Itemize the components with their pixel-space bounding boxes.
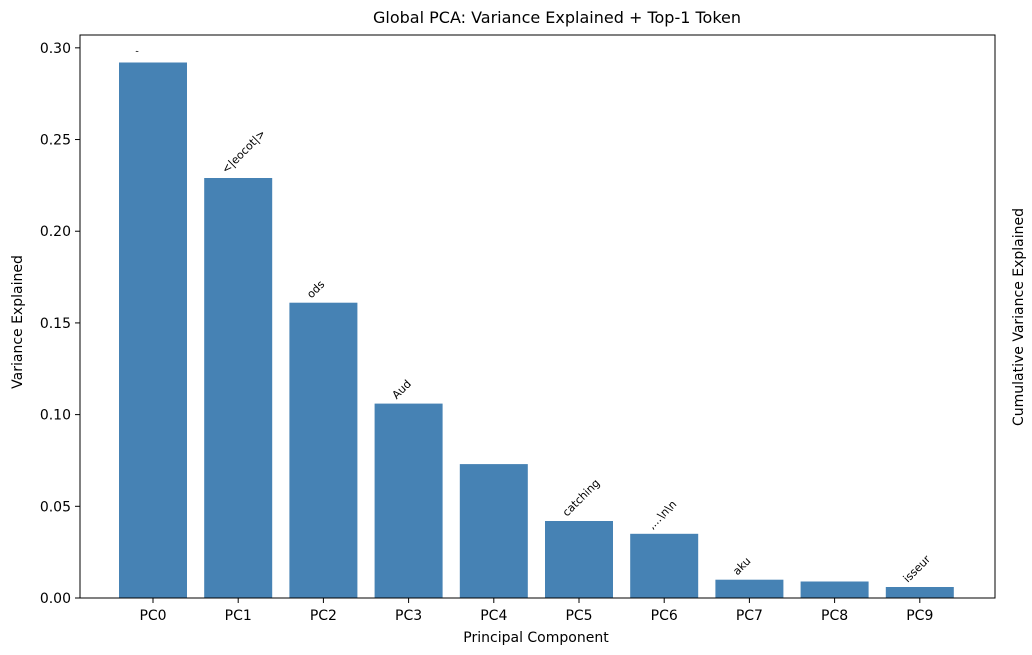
bar-token-label-pc0: `: [134, 48, 147, 61]
bar-pc4: [459, 464, 528, 598]
bar-token-label-pc5: catching: [560, 477, 603, 520]
bar-pc5: [545, 521, 613, 598]
bar-pc8: [800, 581, 869, 598]
x-tick-label-pc0: PC0: [139, 608, 166, 624]
x-tick-label-pc2: PC2: [310, 608, 337, 624]
y-tick-label: 0.05: [40, 499, 71, 515]
y-tick-label: 0.20: [40, 224, 71, 240]
axes-frame: [79, 34, 996, 599]
x-tick-label-pc1: PC1: [225, 608, 252, 624]
x-tick-label-pc3: PC3: [395, 608, 422, 624]
x-tick-label-pc9: PC9: [906, 608, 933, 624]
plot-area: PC0 ` PC1 <|eocot|> PC2 ods PC3 Aud PC4 PC5 catchi…: [40, 34, 996, 624]
x-axis-label: Principal Component: [463, 630, 609, 646]
bar-token-label-pc7: aku: [730, 555, 753, 578]
x-tick-label-pc7: PC7: [736, 608, 763, 624]
y-tick-label: 0.25: [40, 133, 71, 149]
y-axis-label: Variance Explained: [10, 255, 26, 389]
bar-token-label-pc9: isseur: [901, 552, 934, 585]
chart-title: Global PCA: Variance Explained + Top-1 T…: [373, 8, 741, 27]
bar-pc7: [715, 579, 784, 598]
bar-token-label-pc2: ods: [304, 278, 327, 301]
bar-token-label-pc3: Aud: [390, 377, 414, 401]
y-tick-label: 0.15: [40, 316, 71, 332]
x-tick-label-pc6: PC6: [651, 608, 678, 624]
bar-token-label-pc6: ,...\n\n: [645, 498, 679, 532]
right-y-axis-label: Cumulative Variance Explained: [1011, 208, 1027, 426]
bar-pc6: [630, 533, 699, 598]
y-tick-label: 0.30: [40, 41, 71, 57]
x-tick-label-pc8: PC8: [821, 608, 848, 624]
bar-pc2: [289, 302, 358, 598]
bar-token-label-pc1: <|eocot|>: [219, 127, 268, 176]
bar-pc1: [204, 178, 273, 598]
bar-pc0: [119, 62, 187, 598]
x-tick-label-pc4: PC4: [480, 608, 507, 624]
y-tick-label: 0.10: [40, 408, 71, 424]
bar-pc9: [885, 587, 954, 598]
bar-pc3: [374, 403, 443, 598]
x-tick-label-pc5: PC5: [565, 608, 592, 624]
y-tick-label: 0.00: [40, 591, 71, 607]
